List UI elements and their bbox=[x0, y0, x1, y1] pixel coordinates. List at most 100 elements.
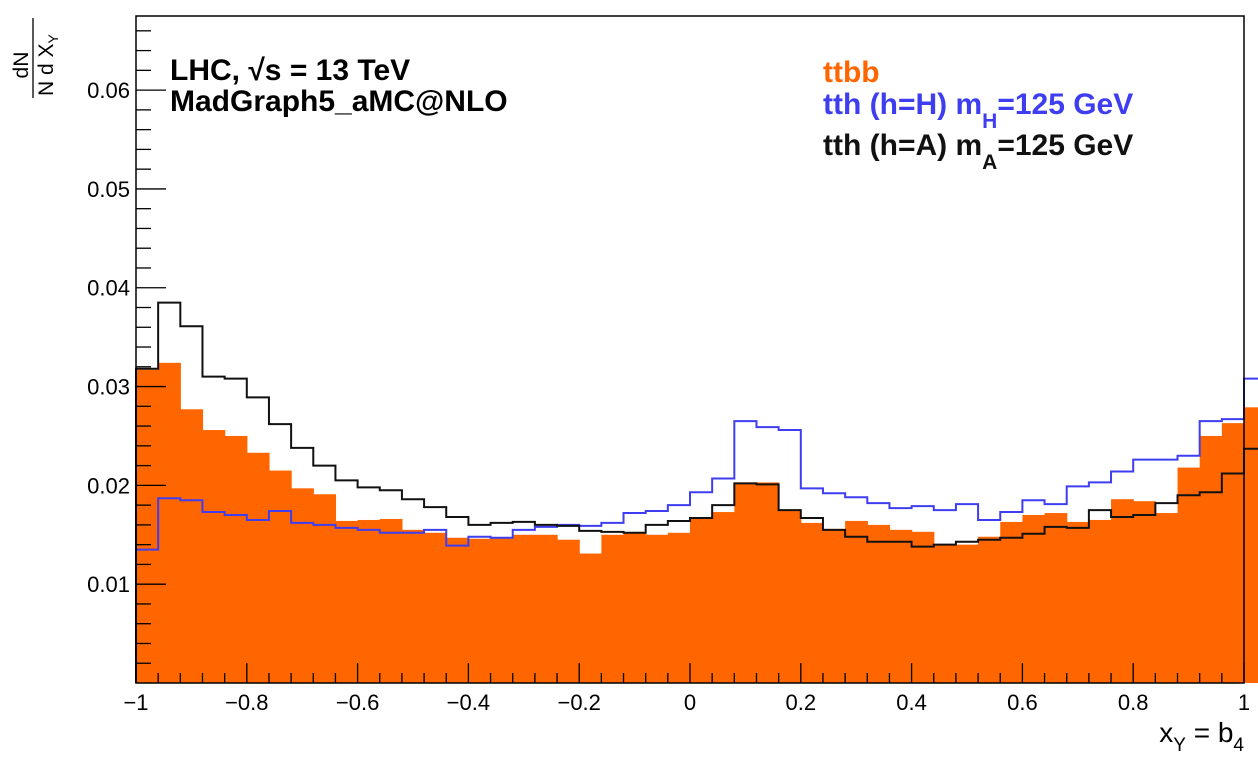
y-tick-label: 0.02 bbox=[87, 473, 130, 498]
legend-tth-a-sub: A bbox=[982, 151, 997, 174]
ttbb-bar bbox=[313, 494, 337, 683]
ttbb-bar bbox=[401, 529, 425, 683]
ttbb-bar bbox=[1000, 521, 1023, 683]
y-tick-label: 0.01 bbox=[87, 572, 130, 597]
legend-tth-h-main: tth (h=H) m bbox=[823, 88, 982, 121]
ttbb-bar bbox=[800, 522, 824, 683]
ttbb-bar bbox=[1177, 467, 1201, 683]
y-tick-label: 0.06 bbox=[87, 78, 130, 103]
ttbb-bar bbox=[734, 482, 758, 683]
legend-tth-a-main: tth (h=A) m bbox=[823, 129, 982, 162]
ttbb-bar bbox=[1199, 435, 1223, 683]
annotation-sqrt-s: √s bbox=[248, 54, 281, 87]
ttbb-bar bbox=[291, 488, 314, 683]
x-tick-label: 0.2 bbox=[786, 690, 817, 715]
ttbb-bar bbox=[822, 528, 846, 683]
ttbb-bar bbox=[335, 520, 359, 683]
ttbb-bar bbox=[224, 435, 248, 683]
ttbb-bar bbox=[1088, 519, 1112, 683]
ttbb-bar bbox=[845, 520, 868, 683]
x-tick-label: 0 bbox=[684, 690, 696, 715]
ttbb-bar bbox=[158, 362, 181, 683]
ttbb-bar bbox=[1244, 407, 1258, 683]
x-tick-label: −0.4 bbox=[447, 690, 490, 715]
x-label-sub2: 4 bbox=[1233, 735, 1244, 756]
ttbb-bar bbox=[246, 452, 270, 683]
y-axis-label: dN N d XY bbox=[10, 18, 61, 98]
ttbb-bar bbox=[645, 534, 669, 683]
ttbb-bar bbox=[1044, 513, 1068, 683]
annotation-line1-suffix: = 13 TeV bbox=[281, 54, 410, 87]
annotation-line1: LHC, √s = 13 TeV bbox=[170, 54, 410, 87]
y-label-den-sub: Y bbox=[45, 33, 61, 43]
ttbb-bar bbox=[955, 544, 979, 683]
y-label-denominator: N d XY bbox=[35, 33, 61, 96]
x-axis-label: xY = b4 bbox=[1159, 717, 1244, 756]
ttbb-bar bbox=[490, 537, 514, 683]
series-tth-2 bbox=[135, 301, 1258, 683]
legend-tth-h: tth (h=H) mH=125 GeV bbox=[823, 88, 1133, 133]
ttbb-bar bbox=[579, 553, 602, 683]
x-tick-label: −1 bbox=[123, 690, 148, 715]
ttbb-bar bbox=[889, 529, 913, 683]
ttbb-bar bbox=[379, 518, 403, 683]
ttbb-bar bbox=[1066, 521, 1090, 683]
ttbb-bar bbox=[468, 538, 492, 683]
ttbb-bar bbox=[424, 532, 447, 683]
x-label-sub: Y bbox=[1173, 735, 1186, 756]
y-tick-label: 0.05 bbox=[87, 177, 130, 202]
annotation-line1-prefix: LHC, bbox=[170, 54, 248, 87]
ttbb-bar bbox=[202, 430, 226, 683]
ttbb-bar bbox=[1022, 515, 1046, 683]
ttbb-bar bbox=[1221, 423, 1245, 683]
ttbb-bar bbox=[667, 532, 691, 683]
series-line-1 bbox=[135, 377, 1258, 683]
x-tick-label: 1 bbox=[1238, 690, 1250, 715]
ttbb-bar bbox=[557, 539, 580, 683]
ttbb-bar bbox=[756, 482, 780, 683]
ttbb-bar bbox=[534, 534, 558, 683]
ttbb-bar bbox=[601, 534, 625, 683]
legend-ttbb-label: ttbb bbox=[823, 56, 880, 89]
ttbb-bar bbox=[690, 516, 713, 683]
ttbb-bar bbox=[778, 510, 802, 683]
ttbb-bar bbox=[933, 544, 957, 683]
x-tick-label: 0.8 bbox=[1118, 690, 1149, 715]
legend-tth-a-suffix: =125 GeV bbox=[997, 129, 1133, 162]
ttbb-bar bbox=[180, 409, 204, 683]
label-layer: LHC, √s = 13 TeV MadGraph5_aMC@NLO ttbb … bbox=[10, 18, 1244, 756]
legend-tth-h-suffix: =125 GeV bbox=[997, 88, 1133, 121]
x-tick-label: 0.6 bbox=[1007, 690, 1038, 715]
y-tick-label: 0.04 bbox=[87, 276, 130, 301]
legend-ttbb: ttbb bbox=[823, 56, 880, 89]
axes-layer: −1 −0.8 −0.6 −0.4 −0.2 0 0.2 0.4 0.6 0.8 1 0.01 0.02… bbox=[87, 15, 1250, 715]
ttbb-bar bbox=[1155, 513, 1179, 683]
series-ttbb-0 bbox=[136, 362, 1258, 683]
ttbb-bar bbox=[712, 512, 735, 683]
x-tick-label: −0.8 bbox=[225, 690, 268, 715]
x-tick-label: −0.6 bbox=[336, 690, 379, 715]
ttbb-bar bbox=[1133, 501, 1156, 683]
series-layer bbox=[135, 301, 1258, 683]
ttbb-bar bbox=[911, 531, 935, 683]
ttbb-bar bbox=[867, 524, 891, 683]
x-tick-label: −0.2 bbox=[557, 690, 600, 715]
series-line-2 bbox=[135, 301, 1258, 683]
x-label-main: x bbox=[1159, 717, 1173, 748]
legend-tth-a: tth (h=A) mA=125 GeV bbox=[823, 129, 1133, 174]
ttbb-bar bbox=[512, 534, 536, 683]
ttbb-bar bbox=[623, 532, 647, 683]
y-label-den-main: N d X bbox=[35, 43, 58, 96]
ttbb-bar bbox=[1111, 499, 1134, 683]
y-tick-label: 0.03 bbox=[87, 375, 130, 400]
series-tth-1 bbox=[135, 377, 1258, 683]
y-label-numerator: dN bbox=[10, 52, 33, 79]
ttbb-bar bbox=[357, 519, 381, 683]
ttbb-bar bbox=[446, 537, 469, 683]
annotation-line2: MadGraph5_aMC@NLO bbox=[170, 85, 508, 118]
ttbb-bar bbox=[978, 536, 1001, 683]
ttbb-bar bbox=[268, 470, 292, 683]
x-tick-label: 0.4 bbox=[896, 690, 927, 715]
x-label-mid: = b bbox=[1186, 717, 1233, 748]
